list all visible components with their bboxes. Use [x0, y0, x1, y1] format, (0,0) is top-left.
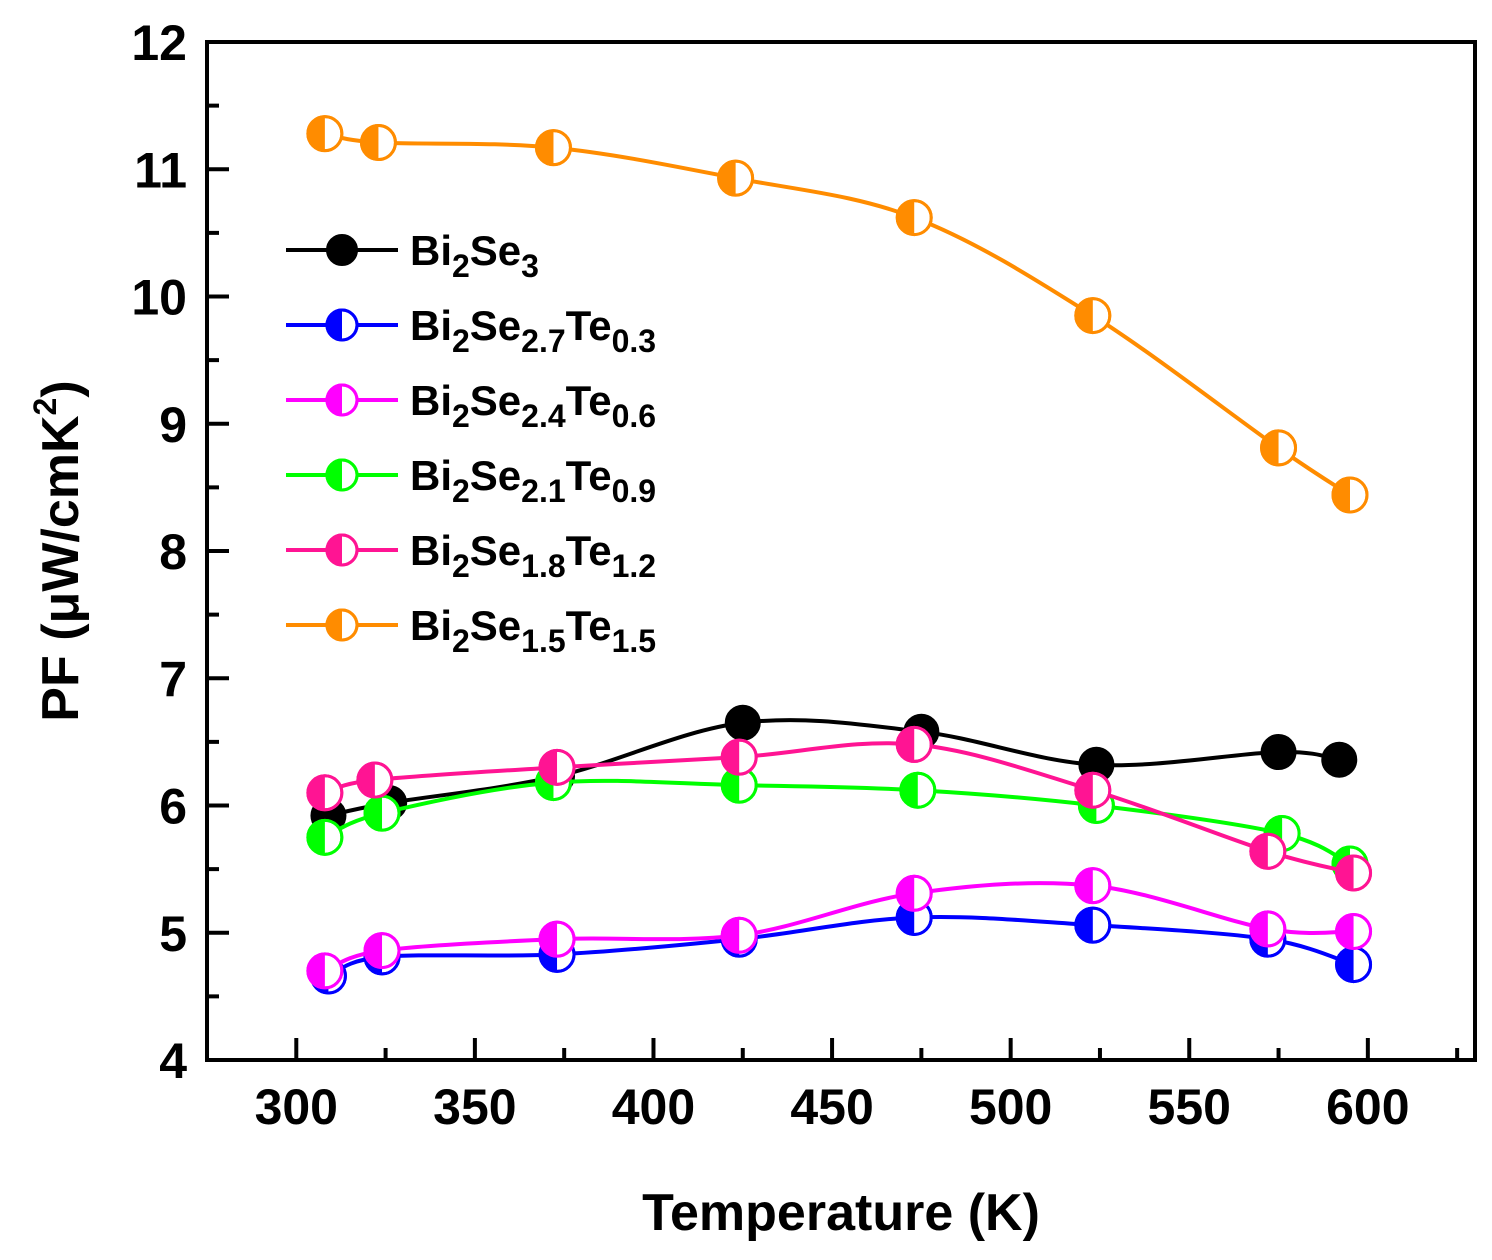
y-tick-label: 5	[159, 906, 187, 962]
data-point-324	[363, 932, 401, 970]
y-axis-title-main: PF (μW/cmK	[32, 415, 90, 722]
data-point-323	[359, 124, 397, 162]
data-point-575	[1260, 429, 1298, 467]
data-point-308	[306, 818, 344, 856]
tick-labels-layer: 300 350 400 450 500 550 600 4 5 6 7 8 9 10 11 12	[131, 15, 1409, 1135]
x-tick-label: 350	[433, 1079, 516, 1135]
data-point-592	[1321, 741, 1358, 778]
data-point-572	[1249, 910, 1287, 948]
data-point-372	[534, 129, 572, 167]
data-point-595	[1331, 476, 1369, 514]
data-point-473	[895, 199, 933, 237]
legend-item: Bi2Se3	[286, 227, 539, 284]
series-line	[324, 778, 1351, 866]
y-tick-label: 9	[159, 397, 187, 453]
legend-marker	[325, 608, 359, 642]
data-point-324	[363, 794, 401, 832]
data-point-308	[306, 952, 344, 990]
y-tick-label: 8	[159, 524, 187, 580]
data-point-373	[538, 920, 576, 958]
data-point-473	[895, 874, 933, 912]
data-point-423	[717, 159, 755, 197]
legend: Bi2Se3 Bi2Se2.7Te0.3 Bi2Se2.4Te0.6 Bi2Se2.1…	[286, 227, 656, 659]
legend-label: Bi2Se3	[410, 227, 539, 284]
x-tick-label: 400	[612, 1079, 695, 1135]
series-Bi2Se1.5Te1.5	[306, 115, 1369, 514]
y-axis-title: PF (μW/cmK2)	[27, 380, 90, 721]
legend-item: Bi2Se2.4Te0.6	[286, 377, 656, 434]
data-point-473	[895, 725, 933, 763]
legend-marker	[325, 383, 359, 417]
legend-item: Bi2Se2.7Te0.3	[286, 302, 656, 359]
legend-label: Bi2Se2.1Te0.9	[410, 452, 656, 509]
y-tick-label: 12	[131, 15, 187, 71]
series-line	[328, 718, 1340, 818]
x-tick-label: 300	[255, 1079, 338, 1135]
x-tick-label: 450	[790, 1079, 873, 1135]
y-tick-label: 4	[159, 1033, 187, 1089]
legend-label: Bi2Se1.8Te1.2	[410, 527, 656, 584]
y-tick-label: 7	[159, 651, 187, 707]
legend-item: Bi2Se1.8Te1.2	[286, 527, 656, 584]
x-tick-label: 600	[1326, 1079, 1409, 1135]
legend-label: Bi2Se1.5Te1.5	[410, 602, 656, 659]
legend-item: Bi2Se2.1Te0.9	[286, 452, 656, 509]
data-point-523	[1074, 867, 1112, 905]
series-line	[324, 741, 1355, 875]
data-point-474	[899, 771, 937, 809]
y-axis-title-close: )	[32, 380, 90, 397]
x-tick-label: 550	[1148, 1079, 1231, 1135]
legend-marker	[325, 533, 359, 567]
legend-item: Bi2Se1.5Te1.5	[286, 602, 656, 659]
data-point-322	[356, 761, 394, 799]
series-Bi2Se1.8Te1.2	[306, 725, 1373, 892]
data-point-596	[1335, 946, 1373, 984]
data-point-575	[1260, 734, 1297, 771]
plot-frame	[205, 40, 1477, 1062]
data-point-424	[720, 766, 758, 804]
data-point-523	[1074, 297, 1112, 335]
data-point-425	[724, 704, 761, 741]
legend-marker	[325, 458, 359, 492]
y-tick-label: 6	[159, 779, 187, 835]
y-tick-label: 11	[134, 142, 187, 198]
x-axis-title: Temperature (K)	[642, 1184, 1040, 1242]
data-point-572	[1249, 832, 1287, 870]
data-point-523	[1074, 906, 1112, 944]
legend-label: Bi2Se2.4Te0.6	[410, 377, 656, 434]
data-point-596	[1335, 854, 1373, 892]
series-Bi2Se2.4Te0.6	[306, 867, 1373, 990]
data-point-523	[1074, 771, 1112, 809]
y-axis-title-sup: 2	[27, 398, 63, 416]
data-point-373	[538, 748, 576, 786]
data-point-424	[720, 916, 758, 954]
legend-marker	[326, 234, 358, 266]
series-line	[324, 881, 1354, 973]
data-point-308	[306, 115, 344, 153]
data-point-308	[306, 774, 344, 812]
x-tick-label: 500	[969, 1079, 1052, 1135]
series-layer	[306, 115, 1373, 995]
y-tick-label: 10	[131, 270, 187, 326]
series-line	[324, 131, 1352, 497]
data-point-596	[1335, 912, 1373, 950]
series-line	[327, 914, 1355, 978]
legend-marker	[325, 308, 359, 342]
legend-label: Bi2Se2.7Te0.3	[410, 302, 656, 359]
data-point-424	[720, 738, 758, 776]
